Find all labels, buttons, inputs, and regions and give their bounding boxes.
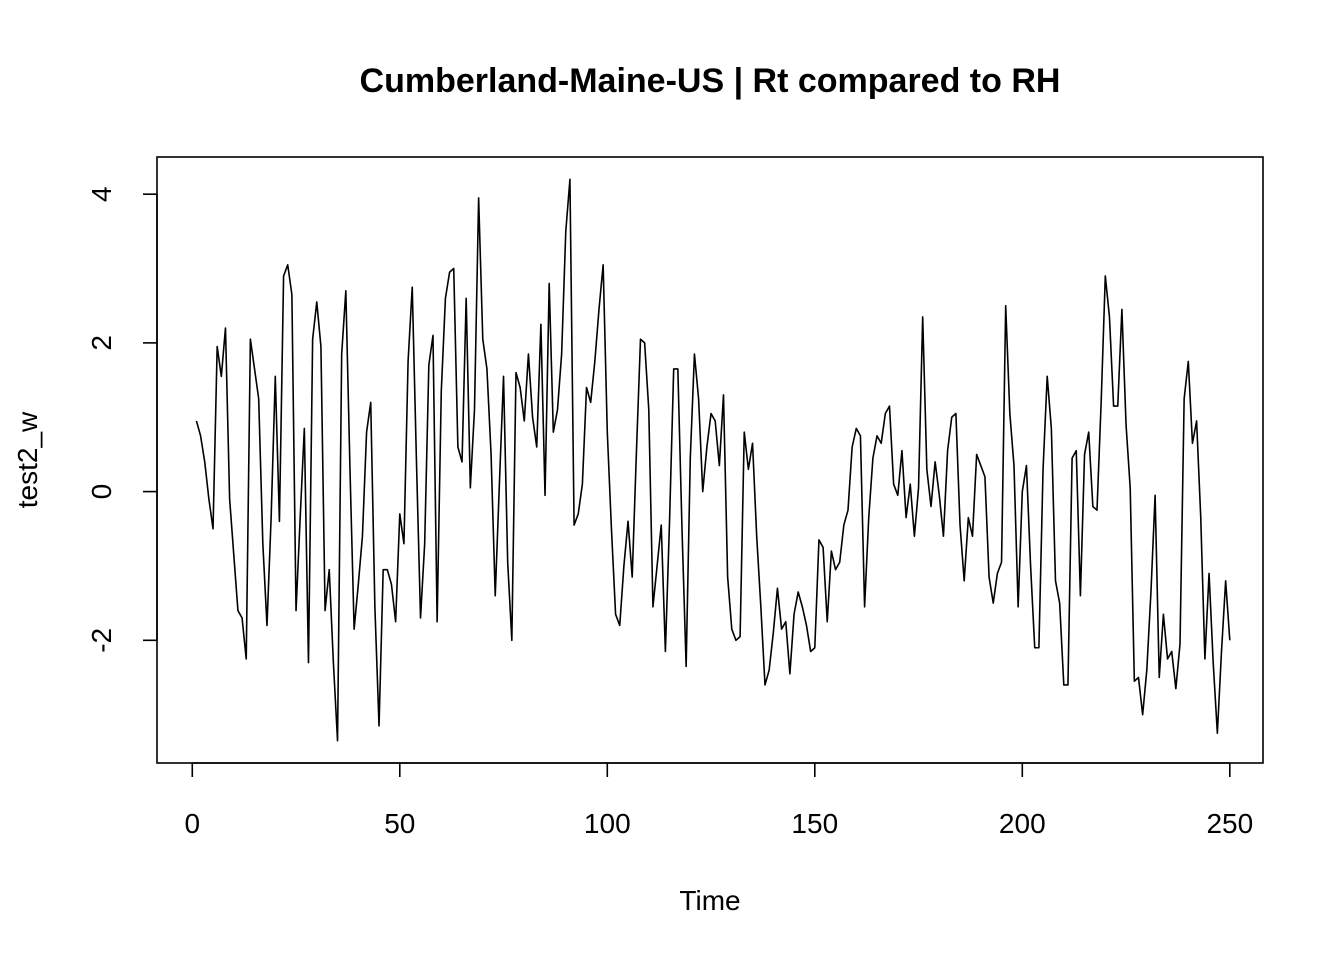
x-tick-label: 200 <box>999 808 1046 839</box>
y-axis-label: test2_w <box>12 411 43 508</box>
x-tick-label: 150 <box>791 808 838 839</box>
y-tick-label: -2 <box>86 628 117 653</box>
y-tick-label: 2 <box>86 335 117 351</box>
x-axis: 0 50 100 150 200 250 <box>184 762 1253 839</box>
chart-title: Cumberland-Maine-US | Rt compared to RH <box>360 62 1061 100</box>
y-axis: -2 0 2 4 <box>86 186 158 653</box>
y-tick-label: 0 <box>86 484 117 500</box>
x-tick-label: 0 <box>184 808 200 839</box>
x-tick-label: 50 <box>384 808 415 839</box>
x-tick-label: 250 <box>1206 808 1253 839</box>
x-tick-label: 100 <box>584 808 631 839</box>
series-line <box>195 178 1231 742</box>
y-tick-label: 4 <box>86 186 117 202</box>
x-axis-label: Time <box>679 885 740 916</box>
